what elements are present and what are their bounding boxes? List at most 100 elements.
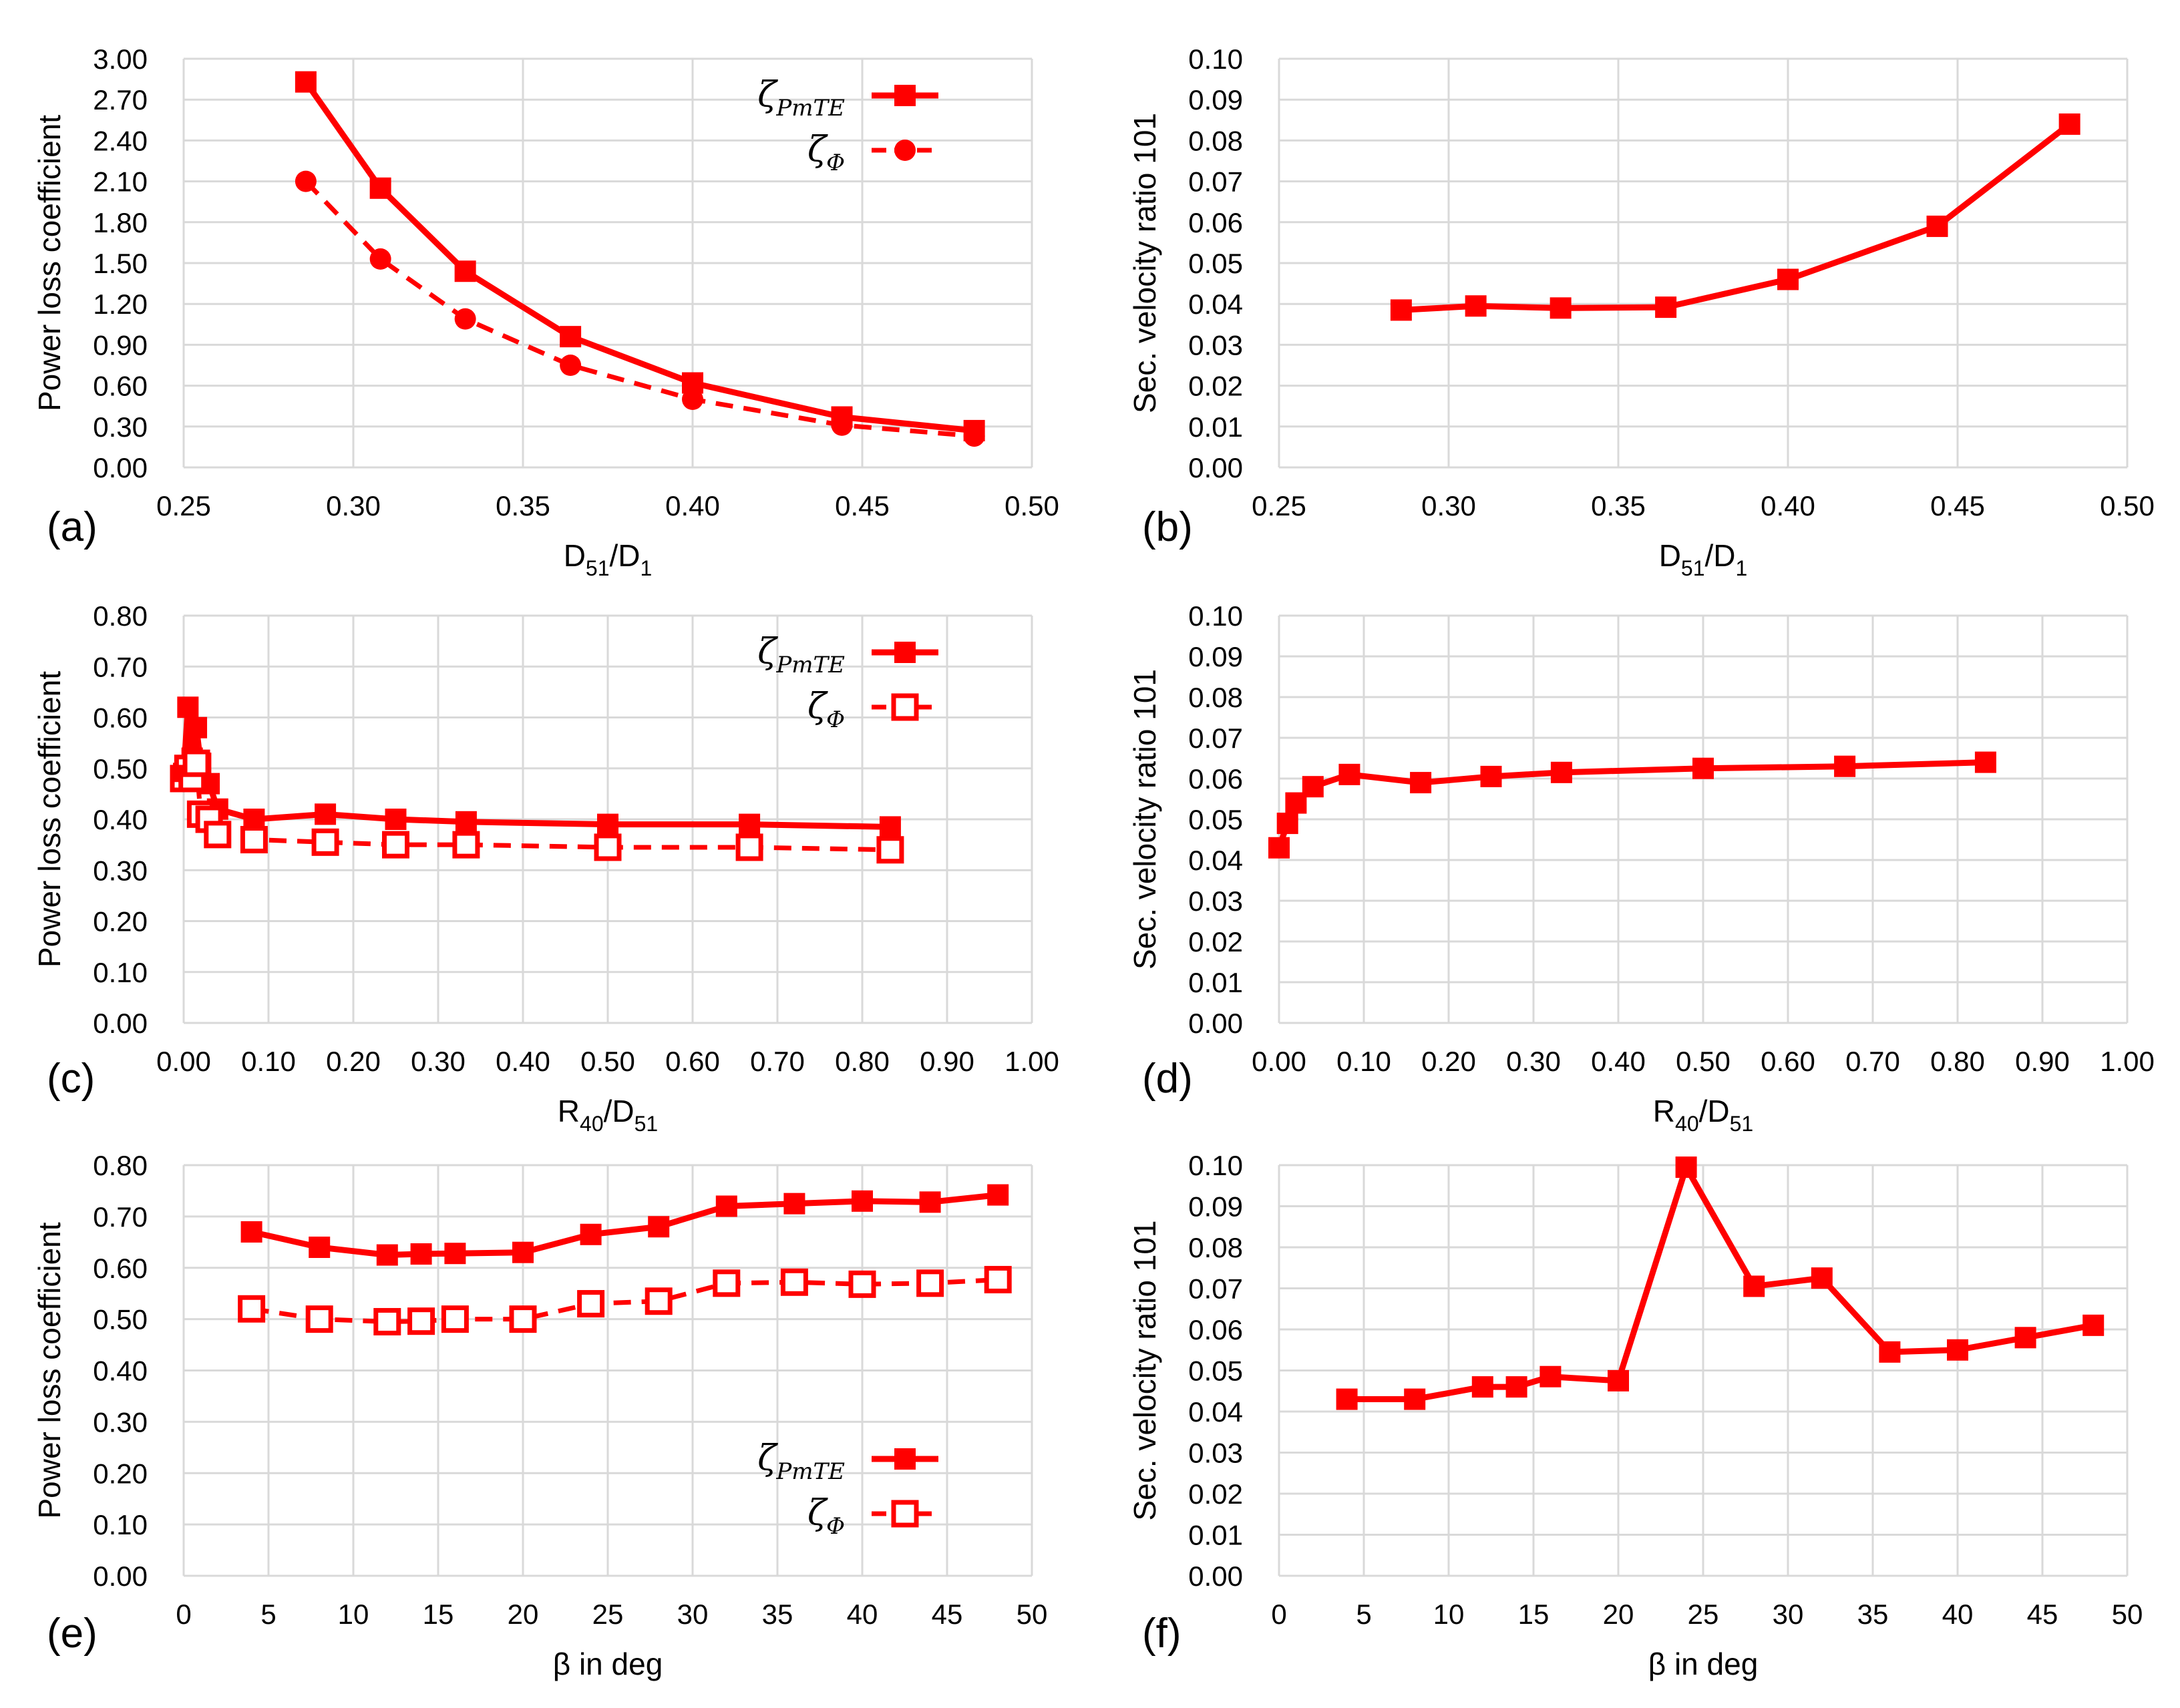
chart-c-series-1-line <box>181 761 890 853</box>
chart-e-legend-marker <box>894 1448 916 1470</box>
chart-c-xtick-label: 0.10 <box>241 1046 296 1077</box>
chart-c-xtick-label: 0.60 <box>665 1046 720 1077</box>
chart-e-legend-marker <box>891 1500 919 1528</box>
chart-d-series-0-point <box>1338 763 1360 785</box>
chart-a-ytick-label: 0.30 <box>93 411 148 443</box>
chart-b-ytick-label: 0.08 <box>1188 125 1243 156</box>
chart-e-xtick-label: 25 <box>592 1598 624 1630</box>
chart-b-xtick-label: 0.25 <box>1252 490 1306 521</box>
chart-c-series-0-point <box>177 696 199 718</box>
chart-a-series-1-point <box>682 389 703 410</box>
chart-d-series-0 <box>1268 751 1996 859</box>
chart-e-series-0-point <box>987 1184 1009 1206</box>
chart-d-xtick-label: 0.60 <box>1761 1046 1815 1077</box>
chart-f-xtick-label: 40 <box>1942 1598 1974 1630</box>
chart-d: 0.00 0.10 0.20 0.30 0.40 0.50 0.60 0.70 0.80 0.90… <box>1127 600 2155 1136</box>
chart-e-series-0-point <box>410 1243 432 1265</box>
chart-a-series-0-point <box>454 260 476 282</box>
chart-c-series-1-point <box>876 836 904 864</box>
chart-d-series-0-point <box>1834 755 1856 777</box>
chart-f-xtick-label: 5 <box>1356 1598 1371 1630</box>
chart-e-series-0-point <box>580 1223 602 1245</box>
chart-d-series-0-point <box>1268 837 1290 859</box>
chart-b-xlabel-part: D <box>1659 538 1681 573</box>
chart-e-xtick-label: 50 <box>1017 1598 1048 1630</box>
chart-f-ytick-label: 0.07 <box>1188 1273 1243 1305</box>
chart-a-series-1-point <box>369 248 391 270</box>
chart-a-ytick-label: 0.00 <box>93 452 148 483</box>
chart-c-series-1 <box>170 749 904 864</box>
chart-f-ytick-label: 0.02 <box>1188 1478 1243 1510</box>
chart-b-ytick-label: 0.02 <box>1188 371 1243 402</box>
chart-f-ytick-label: 0.05 <box>1188 1355 1243 1387</box>
chart-c-legend-marker <box>894 642 916 663</box>
chart-e-series-0-point <box>309 1237 331 1258</box>
chart-b-series-0-point <box>1550 297 1572 319</box>
chart-e-ytick-label: 0.10 <box>93 1509 148 1540</box>
chart-e-series-0-point <box>852 1190 873 1212</box>
chart-b-xlabel-part: /D <box>1705 538 1736 573</box>
chart-e-xtick-label: 30 <box>677 1598 709 1630</box>
chart-d-xtick-label: 0.70 <box>1845 1046 1900 1077</box>
chart-a-legend-label: ζΦ <box>807 130 845 176</box>
chart-f-xtick-label: 15 <box>1518 1598 1550 1630</box>
chart-e-ylabel: Power loss coefficient <box>32 1222 67 1518</box>
chart-d-series-0-point <box>1550 761 1572 783</box>
chart-f-ytick-label: 0.10 <box>1188 1150 1243 1181</box>
chart-d-ytick-label: 0.06 <box>1188 763 1243 795</box>
chart-c-series-0-point <box>879 816 901 838</box>
chart-d-xlabel: R40/D51 <box>1653 1094 1753 1136</box>
chart-c-ytick-label: 0.70 <box>93 651 148 682</box>
chart-f-xtick-label: 45 <box>2027 1598 2058 1630</box>
chart-c-series-1-point <box>240 826 268 853</box>
chart-e-series-1-point <box>780 1268 808 1296</box>
chart-d-xtick-label: 0.00 <box>1252 1046 1306 1077</box>
chart-b-ytick-label: 0.05 <box>1188 248 1243 279</box>
chart-f-series-0-point <box>2082 1314 2105 1336</box>
chart-c-ytick-label: 0.10 <box>93 957 148 988</box>
chart-b-ytick-label: 0.10 <box>1188 43 1243 75</box>
chart-c-series-0-point <box>739 813 761 835</box>
chart-a-panel-label: (a) <box>47 504 98 550</box>
chart-d-ytick-label: 0.10 <box>1188 600 1243 632</box>
chart-a-ytick-label: 3.00 <box>93 43 148 75</box>
chart-f-xtick-label: 10 <box>1433 1598 1465 1630</box>
chart-c-xtick-label: 0.70 <box>750 1046 805 1077</box>
chart-e-legend-sub: Φ <box>826 1513 845 1540</box>
chart-f-xtick-label: 25 <box>1688 1598 1719 1630</box>
chart-c-ylabel: Power loss coefficient <box>32 671 67 968</box>
chart-f-series-0-point <box>1947 1339 1968 1361</box>
chart-f-ytick-label: 0.04 <box>1188 1396 1243 1428</box>
chart-c-series-1-point <box>204 821 232 849</box>
chart-b-xtick-label: 0.30 <box>1421 490 1476 521</box>
chart-b-xtick-label: 0.50 <box>2100 490 2155 521</box>
chart-c-series-1-point <box>311 828 339 856</box>
chart-b-ytick-label: 0.03 <box>1188 329 1243 361</box>
chart-c-ytick-label: 0.80 <box>93 600 148 632</box>
chart-b-series-0-line <box>1401 122 2072 313</box>
chart-d-panel-label: (d) <box>1142 1056 1193 1102</box>
chart-e-legend-symbol: ζ <box>807 1493 828 1533</box>
chart-b-series-0-point <box>1465 295 1487 317</box>
chart-a-series-1-line <box>304 180 974 439</box>
chart-d-ytick-label: 0.02 <box>1188 926 1243 957</box>
chart-e-series-0-point <box>512 1241 534 1263</box>
chart-b-ytick-label: 0.04 <box>1188 288 1243 320</box>
chart-f-series-0-point <box>2014 1327 2036 1349</box>
chart-b-xlabel: D51/D1 <box>1659 538 1748 580</box>
chart-a-series-0-point <box>295 71 317 93</box>
chart-c-series-1-point <box>735 833 763 861</box>
chart-c-xlabel-part: /D <box>604 1094 634 1128</box>
chart-c-xtick-label: 0.80 <box>835 1046 890 1077</box>
chart-c-legend-marker <box>891 693 919 721</box>
chart-f-panel-label: (f) <box>1142 1611 1182 1657</box>
chart-a-ytick-label: 1.20 <box>93 288 148 320</box>
chart-f-series-0-point <box>1743 1275 1765 1297</box>
chart-d-xtick-label: 0.50 <box>1676 1046 1731 1077</box>
chart-c-xlabel-sub: 40 <box>580 1112 604 1136</box>
chart-a: 0.25 0.30 0.35 0.40 0.45 0.50 0.00 0.30 0.60 0.90… <box>32 43 1059 580</box>
chart-a-series-1-point <box>963 425 985 447</box>
